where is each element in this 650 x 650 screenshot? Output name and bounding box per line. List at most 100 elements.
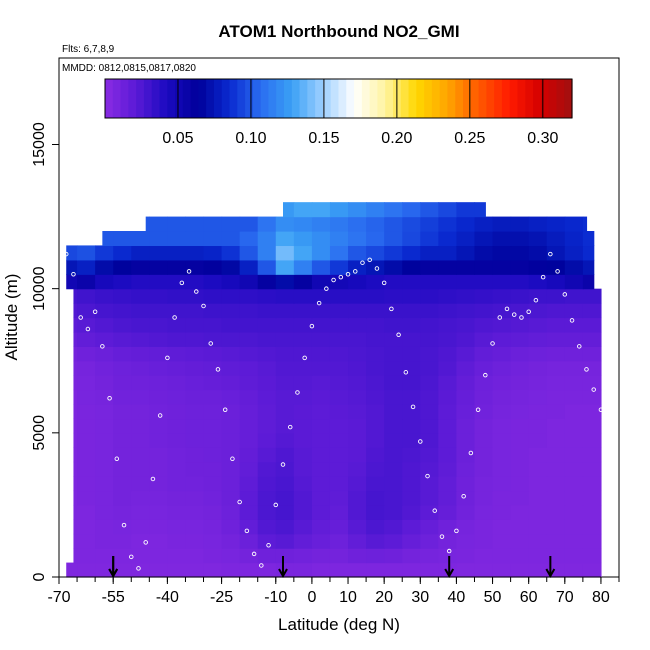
heatmap-cell xyxy=(492,389,512,405)
colorbar-segment xyxy=(112,79,122,118)
heatmap-cell xyxy=(167,375,187,391)
colorbar-segment xyxy=(369,79,379,118)
heatmap-cell xyxy=(348,548,367,564)
heatmap-cell xyxy=(275,418,295,434)
heatmap-cell xyxy=(510,504,530,520)
heatmap-cell xyxy=(131,360,150,376)
flight-track-point xyxy=(324,286,329,291)
heatmap-cell xyxy=(329,519,349,535)
heatmap-cell xyxy=(546,461,566,477)
heatmap-cell xyxy=(77,346,96,362)
heatmap-cell xyxy=(149,317,168,333)
heatmap-cell xyxy=(348,259,367,275)
heatmap-cell xyxy=(275,360,295,376)
heatmap-cell xyxy=(113,447,132,463)
heatmap-cell xyxy=(203,288,223,304)
heatmap-cell xyxy=(113,231,132,247)
heatmap-cell xyxy=(582,331,602,347)
heatmap-cell xyxy=(474,375,494,391)
flight-track-point xyxy=(367,257,372,263)
heatmap-cell xyxy=(564,461,584,477)
flight-track-point xyxy=(85,326,91,332)
heatmap-cell xyxy=(293,562,313,578)
colorbar-segment xyxy=(439,79,449,118)
colorbar-segment xyxy=(377,79,386,118)
heatmap-cell xyxy=(474,274,494,290)
heatmap-cell xyxy=(239,418,259,434)
heatmap-cell xyxy=(185,519,205,535)
heatmap-cell xyxy=(510,274,530,290)
heatmap-cell xyxy=(221,360,241,376)
flight-track-point xyxy=(338,274,344,280)
flight-track-point xyxy=(454,528,459,534)
heatmap-cell xyxy=(438,375,458,391)
heatmap-cell xyxy=(402,447,421,463)
flight-track-point xyxy=(389,306,394,312)
heatmap-cell xyxy=(203,360,223,376)
heatmap-cell xyxy=(239,331,259,347)
flight-track-point xyxy=(511,312,517,317)
heatmap-cell xyxy=(420,245,439,261)
heatmap-cell xyxy=(474,231,494,247)
heatmap-cell xyxy=(257,404,277,420)
heatmap-cell xyxy=(510,346,530,362)
heatmap-cell xyxy=(203,303,223,319)
heatmap-cell xyxy=(239,303,259,319)
flight-track xyxy=(63,251,604,571)
heatmap-cell xyxy=(275,519,295,535)
colorbar-segment xyxy=(315,79,324,118)
heatmap-cell xyxy=(582,317,602,333)
heatmap-cell xyxy=(546,504,566,520)
heatmap-cell xyxy=(510,317,530,333)
heatmap-cell xyxy=(185,404,205,420)
heatmap-cell xyxy=(366,562,385,578)
heatmap-cell xyxy=(185,288,205,304)
heatmap-cell xyxy=(149,533,168,549)
heatmap-cell xyxy=(293,519,313,535)
heatmap-cell xyxy=(384,404,403,420)
heatmap-cell xyxy=(113,548,132,564)
flight-track-point xyxy=(280,462,286,467)
heatmap-cell xyxy=(348,216,367,232)
heatmap-cell xyxy=(348,504,367,520)
colorbar-segment xyxy=(284,79,293,118)
heatmap-cell xyxy=(203,447,223,463)
heatmap-cell xyxy=(293,202,313,218)
heatmap-cell xyxy=(402,519,421,535)
heatmap-cell xyxy=(167,533,187,549)
heatmap-cell xyxy=(329,404,349,420)
heatmap-cell xyxy=(73,375,78,391)
heatmap-cell xyxy=(402,317,421,333)
heatmap-cell xyxy=(221,375,241,391)
heatmap-cell xyxy=(113,432,132,448)
flight-track-point xyxy=(114,456,120,462)
heatmap-cell xyxy=(311,202,331,218)
colorbar-segment xyxy=(322,79,332,118)
heatmap-cell xyxy=(420,274,439,290)
heatmap-cell xyxy=(149,476,168,492)
heatmap-cell xyxy=(438,519,458,535)
heatmap-cell xyxy=(257,231,277,247)
colorbar-frame xyxy=(104,78,573,119)
heatmap-cell xyxy=(77,418,96,434)
heatmap-cell xyxy=(311,317,331,333)
flight-track-point xyxy=(172,315,177,320)
heatmap-cell xyxy=(275,274,295,290)
heatmap-cell xyxy=(348,476,367,492)
flight-track-point xyxy=(483,372,488,378)
heatmap-cell xyxy=(131,288,150,304)
heatmap-cell xyxy=(95,562,114,578)
heatmap-cell xyxy=(203,331,223,347)
heatmap-cell xyxy=(528,375,548,391)
heatmap-cell xyxy=(329,288,349,304)
heatmap-cell xyxy=(293,432,313,448)
heatmap-cell xyxy=(474,432,494,448)
colorbar-segment xyxy=(245,79,254,118)
heatmap-cell xyxy=(113,360,132,376)
heatmap-cell xyxy=(510,245,530,261)
heatmap-cell xyxy=(73,303,78,319)
heatmap-cell xyxy=(456,548,476,564)
heatmap-cell xyxy=(149,447,168,463)
heatmap-cell xyxy=(402,418,421,434)
flight-track-point xyxy=(591,387,596,392)
